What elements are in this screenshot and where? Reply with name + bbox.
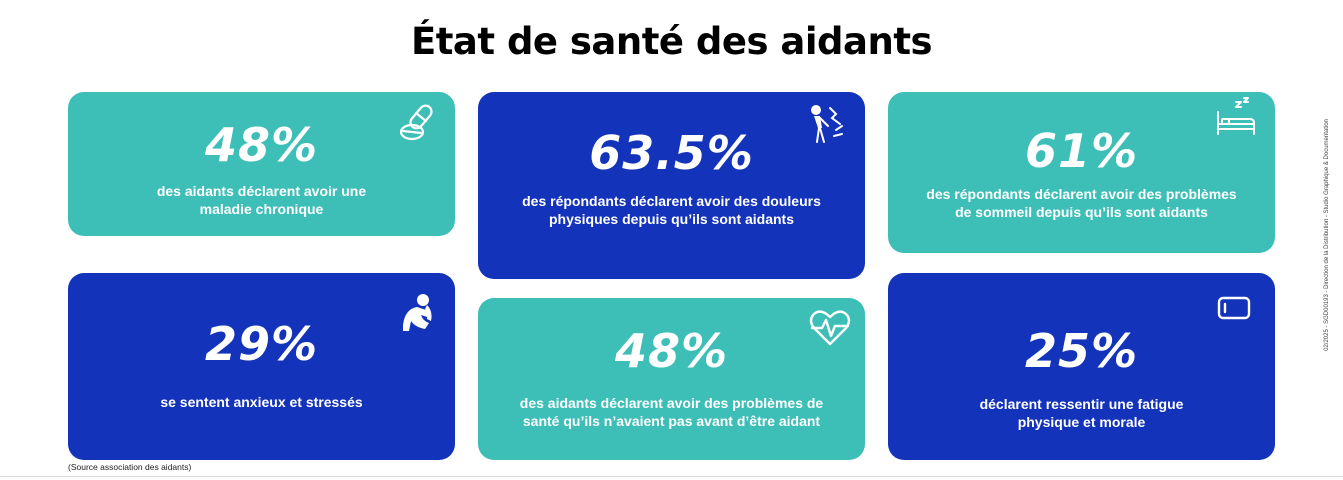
stat-percent: 25% bbox=[1024, 324, 1139, 378]
back-pain-icon bbox=[806, 102, 850, 146]
stat-percent: 29% bbox=[204, 317, 319, 371]
bottom-divider bbox=[0, 476, 1343, 477]
side-credit: 02/2025 - SGD00193 - Direction de la Dis… bbox=[1322, 95, 1332, 375]
side-credit-text: 02/2025 - SGD00193 - Direction de la Dis… bbox=[1324, 119, 1330, 351]
stat-description: des aidants déclarent avoir des problème… bbox=[519, 395, 824, 429]
source-note: (Source association des aidants) bbox=[68, 462, 192, 472]
stat-card-chronic-illness: 48% des aidants déclarent avoir une mala… bbox=[68, 92, 455, 236]
stat-description: des répondants déclarent avoir des doule… bbox=[522, 193, 821, 227]
stat-percent: 48% bbox=[204, 118, 319, 172]
stat-percent: 63.5% bbox=[589, 126, 754, 180]
stat-card-fatigue: 25% déclarent ressentir une fatigue phys… bbox=[888, 273, 1275, 460]
sleep-bed-icon bbox=[1214, 96, 1258, 140]
stat-card-new-health-problems: 48% des aidants déclarent avoir des prob… bbox=[478, 298, 865, 460]
pills-icon bbox=[397, 100, 441, 144]
anxious-person-icon bbox=[397, 291, 441, 335]
page-title: État de santé des aidants bbox=[410, 20, 933, 63]
stat-description: déclarent ressentir une fatigue physique… bbox=[979, 396, 1184, 430]
stat-description: des aidants déclarent avoir une maladie … bbox=[156, 183, 367, 217]
stat-card-sleep-problems: 61% des répondants déclarent avoir des p… bbox=[888, 92, 1275, 253]
stat-percent: 48% bbox=[614, 324, 729, 378]
stat-description: des répondants déclarent avoir des probl… bbox=[926, 186, 1237, 220]
stat-card-physical-pain: 63.5% des répondants déclarent avoir des… bbox=[478, 92, 865, 279]
stat-card-anxiety: 29% se sentent anxieux et stressés bbox=[68, 273, 455, 460]
heart-pulse-icon bbox=[808, 306, 852, 350]
low-battery-icon bbox=[1212, 287, 1256, 331]
stat-percent: 61% bbox=[1024, 124, 1139, 178]
stat-description: se sentent anxieux et stressés bbox=[160, 394, 363, 410]
